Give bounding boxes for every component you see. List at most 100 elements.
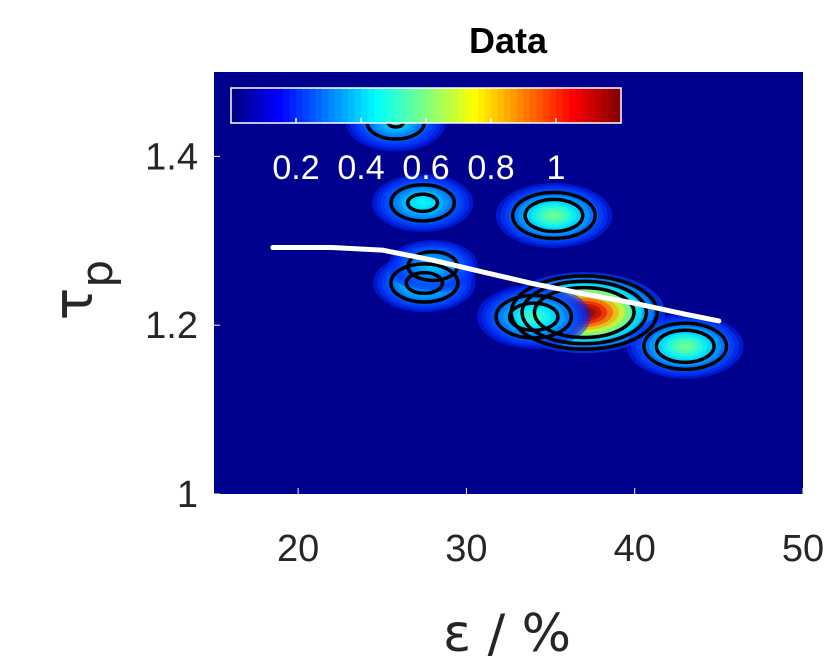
colorbar-segment: [322, 88, 330, 123]
colorbar-segment: [335, 88, 343, 123]
colorbar-segment: [543, 88, 551, 123]
svg-text:τp: τp: [42, 260, 123, 320]
contour-0-1: [520, 279, 649, 346]
colorbar-segment: [419, 88, 427, 123]
colorbar-segment: [491, 88, 499, 123]
y-axis: 1 1.2 1.4: [145, 136, 220, 516]
colorbar: [230, 87, 622, 124]
contour-6-1: [406, 192, 440, 214]
colorbar-segment: [608, 88, 616, 123]
colorbar-segment: [244, 88, 252, 123]
colorbar-segment: [341, 88, 349, 123]
colorbar-tick-label: 0.4: [337, 149, 384, 187]
x-tick-label: 40: [614, 528, 656, 570]
contour-6-0: [389, 182, 457, 223]
colorbar-segment: [400, 88, 408, 123]
colorbar-segment: [517, 88, 525, 123]
colorbar-segment: [536, 88, 544, 123]
colorbar-segment: [504, 88, 512, 123]
contour-2-1: [654, 328, 716, 365]
colorbar-segment: [497, 88, 505, 123]
colorbar-segment: [569, 88, 577, 123]
contour-0-2: [532, 285, 636, 340]
colorbar-tick-label: 0.2: [272, 149, 319, 187]
colorbar-segment: [250, 88, 258, 123]
density-peak-6-band-1: [418, 200, 427, 206]
colorbar-segment: [601, 88, 609, 123]
colorbar-tick-label: 0.6: [402, 149, 449, 187]
plot-background: [214, 72, 803, 494]
contour-5-1: [523, 197, 585, 234]
colorbar-segment: [270, 88, 278, 123]
colorbar-segment: [276, 88, 284, 123]
colorbar-segment: [237, 88, 245, 123]
colorbar-segment: [348, 88, 356, 123]
colorbar-segment: [413, 88, 421, 123]
colorbar-segment: [354, 88, 362, 123]
colorbar-segment: [367, 88, 375, 123]
colorbar-segment: [471, 88, 479, 123]
contour-3-1: [404, 270, 445, 296]
y-axis-label-subscript: p: [72, 260, 123, 288]
colorbar-segment: [465, 88, 473, 123]
colorbar-segment: [452, 88, 460, 123]
colorbar-segment: [439, 88, 447, 123]
colorbar-segment: [595, 88, 603, 123]
colorbar-segment: [393, 88, 401, 123]
contour-5-0: [510, 190, 598, 241]
colorbar-segment: [361, 88, 369, 123]
x-tick-label: 50: [782, 528, 824, 570]
contour-1-1: [507, 301, 560, 333]
density-peak-2-band-1: [680, 343, 690, 349]
contours: [365, 104, 729, 372]
colorbar-segment: [510, 88, 518, 123]
colorbar-segment: [263, 88, 271, 123]
colorbar-segment: [562, 88, 570, 123]
colorbar-segment: [426, 88, 434, 123]
colorbar-segment: [432, 88, 440, 123]
x-axis: 20 30 40 50: [277, 488, 824, 570]
colorbar-segment: [484, 88, 492, 123]
y-axis-label-main: τ: [42, 288, 105, 321]
colorbar-segment: [289, 88, 297, 123]
colorbar-segment: [231, 88, 239, 123]
y-tick-label: 1: [177, 474, 198, 516]
colorbar-segment: [530, 88, 538, 123]
colorbar-tick-label: 1: [547, 149, 566, 187]
chart-title: Data: [469, 20, 548, 61]
colorbar-segment: [380, 88, 388, 123]
colorbar-segment: [556, 88, 564, 123]
colorbar-segment: [523, 88, 531, 123]
colorbar-segment: [406, 88, 414, 123]
colorbar-segment: [374, 88, 382, 123]
fit-line-group: [270, 245, 722, 324]
colorbar-segment: [283, 88, 291, 123]
y-axis-label: τp: [42, 260, 123, 320]
y-tick-label: 1.2: [145, 305, 198, 347]
contour-1-0: [494, 293, 574, 340]
contour-3-0: [389, 262, 460, 304]
colorbar-segment: [315, 88, 323, 123]
colorbar-segment: [302, 88, 310, 123]
contour-2-0: [642, 321, 729, 372]
x-tick-label: 20: [277, 528, 319, 570]
density-peak-5-band-1: [549, 212, 559, 218]
colorbar-segment: [445, 88, 453, 123]
colorbar-tick-labels: 0.2 0.4 0.6 0.8 1: [272, 149, 565, 187]
colorbar-segment: [257, 88, 265, 123]
colorbar-segment: [588, 88, 596, 123]
x-axis-label: ε / %: [443, 604, 571, 664]
colorbar-segment: [614, 88, 622, 123]
colorbar-segment: [478, 88, 486, 123]
colorbar-segment: [387, 88, 395, 123]
colorbar-segment: [549, 88, 557, 123]
colorbar-segment: [575, 88, 583, 123]
colorbar-segment: [328, 88, 336, 123]
colorbar-segment: [309, 88, 317, 123]
fit-line: [270, 245, 722, 324]
colorbar-tick-label: 0.8: [467, 149, 514, 187]
colorbar-segment: [582, 88, 590, 123]
y-tick-label: 1.4: [145, 136, 198, 178]
x-tick-label: 30: [445, 528, 487, 570]
